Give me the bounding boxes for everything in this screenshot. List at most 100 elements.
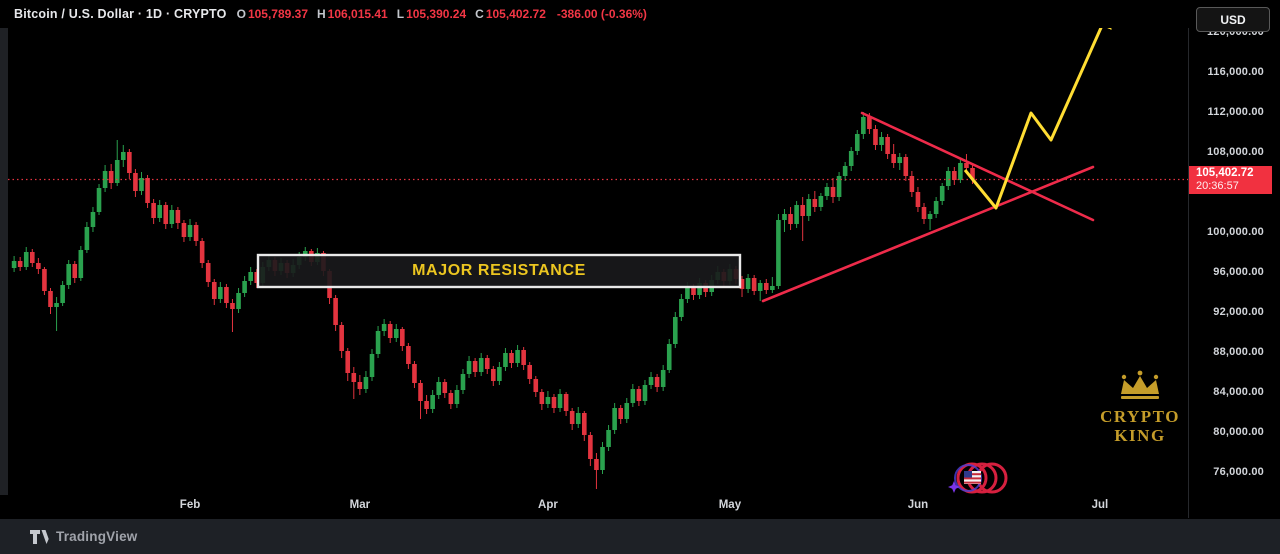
candle-body [48, 291, 53, 307]
candle-body [400, 329, 405, 346]
candle-body [11, 261, 17, 268]
price-tick-label: 84,000.00 [1213, 386, 1264, 398]
candle-body [236, 293, 241, 309]
tradingview-logo-icon[interactable] [30, 529, 49, 545]
sparkle-icon [948, 481, 960, 493]
candle-body [515, 350, 520, 363]
candle-body [575, 413, 581, 424]
candle-body [685, 287, 690, 299]
candle-body [788, 214, 793, 224]
candle-body [169, 210, 175, 224]
candle-body [636, 389, 642, 401]
currency-toggle-button[interactable]: USD [1196, 7, 1270, 32]
candle-body [745, 278, 751, 289]
candle-body [484, 358, 490, 369]
candle-body [497, 367, 502, 381]
candle-body [958, 163, 963, 180]
candle-body [151, 203, 156, 218]
candle-body [654, 377, 660, 387]
watermark-crypto: CRYPTO [1100, 407, 1180, 426]
candle-body [387, 324, 393, 338]
candle-body [594, 459, 599, 470]
time-axis[interactable]: Feb Mar Apr May Jun Jul [0, 495, 1188, 518]
candle-body [842, 166, 848, 176]
high-value: H 106,015.41 [317, 7, 388, 21]
candle-body [145, 178, 150, 203]
candle-body [357, 382, 363, 389]
candle-body [448, 393, 454, 404]
major-resistance-text[interactable]: MAJOR RESISTANCE [412, 262, 586, 279]
candle-body [830, 187, 836, 197]
resistance-box[interactable] [256, 253, 742, 289]
price-tick-label: 96,000.00 [1213, 266, 1264, 278]
tradingview-link[interactable]: TradingView [56, 529, 138, 544]
price-tick-label: 116,000.00 [1207, 66, 1264, 78]
candle-body [17, 261, 23, 267]
candle-body [369, 354, 375, 377]
candle-body [54, 303, 59, 307]
candle-body [108, 171, 114, 183]
candle-body [127, 152, 132, 173]
candle-body [139, 178, 144, 191]
open-value: O 105,789.37 [236, 7, 308, 21]
candle-body [897, 157, 903, 163]
change-value: -386.00 (-0.36%) [556, 7, 647, 21]
low-value: L 105,390.24 [396, 7, 467, 21]
candle-body [381, 324, 387, 331]
candle-body [205, 263, 211, 282]
candle-body [224, 287, 229, 303]
candle-body [29, 252, 35, 263]
candle-body [964, 163, 969, 168]
candle-body [606, 430, 611, 447]
candle-body [454, 390, 460, 404]
candle-body [794, 205, 799, 224]
triangle-lower-trendline[interactable] [761, 165, 1095, 303]
candle-body [800, 205, 805, 216]
candle-body [120, 152, 126, 160]
candle-body [915, 192, 921, 207]
candle-body [867, 117, 872, 129]
symbol-title[interactable]: Bitcoin / U.S. Dollar · 1D · CRYPTO [14, 7, 227, 21]
candle-body [472, 361, 478, 372]
candle-body [539, 392, 545, 404]
candle-body [885, 137, 890, 154]
candle-body [660, 370, 666, 387]
candle-body [96, 188, 102, 212]
left-gutter [0, 28, 8, 518]
candle-body [551, 397, 557, 408]
candle-body [375, 331, 381, 354]
candle-body [242, 281, 247, 293]
candle-body [569, 411, 575, 424]
candle-body [776, 220, 781, 286]
candle-body [60, 285, 65, 303]
candle-body [345, 351, 351, 373]
candle-body [424, 401, 429, 409]
candle-body [466, 361, 472, 374]
candle-body [739, 279, 745, 289]
ohlc-values: O 105,789.37 H 106,015.41 L 105,390.24 C 105… [237, 7, 647, 21]
month-tick-label: May [718, 499, 742, 511]
candle-body [521, 350, 526, 365]
candle-body [460, 374, 466, 390]
price-tick-label: 100,000.00 [1206, 226, 1264, 238]
candle-body [36, 263, 41, 269]
candle-body [90, 212, 96, 227]
candle-body [648, 377, 654, 385]
candle-body [84, 227, 90, 250]
candle-body [909, 176, 915, 192]
candle-body [848, 151, 854, 166]
candle-body [478, 358, 484, 372]
candle-body [770, 286, 775, 290]
candle-body [927, 214, 933, 219]
triangle-upper-trendline[interactable] [860, 111, 1095, 222]
candle-body [430, 395, 435, 409]
projection-arrow[interactable] [963, 6, 1112, 210]
candle-body [211, 282, 217, 299]
price-tick-label: 92,000.00 [1213, 306, 1264, 318]
candle-body [952, 171, 957, 180]
crypto-king-watermark: CRYPTO KING [1096, 370, 1184, 445]
last-price-badge: 105,402.72 20:36:57 [1189, 166, 1272, 194]
price-axis[interactable]: 120,000.00 116,000.00 112,000.00 108,000.00… [1188, 0, 1280, 518]
